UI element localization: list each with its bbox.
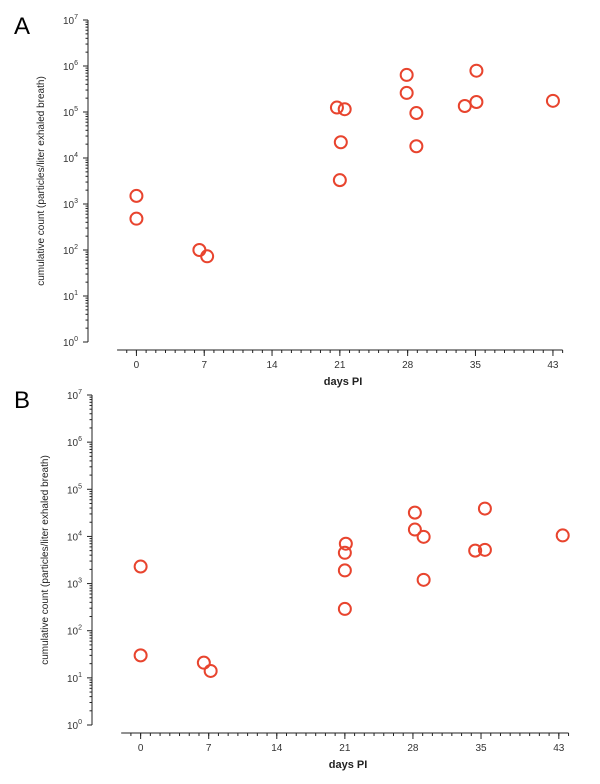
panel-b-x-tick-label: 28: [407, 743, 419, 754]
panel-a-data-point: [399, 67, 414, 82]
panel-b-x-axis-title: days PI: [329, 759, 368, 771]
panel-a-data-point: [409, 139, 424, 154]
panel-b-data-point: [468, 543, 483, 558]
panel-a-x-axis-title: days PI: [324, 376, 363, 388]
panel-a-y-tick-label: 101: [63, 290, 78, 303]
chart-panel-b: 100 101 102 103 104 105 106 107 0 7 14 21 28 35 43 days…: [40, 389, 570, 771]
panel-a-data-point: [129, 211, 144, 226]
panel-b-y-tick-label: 102: [67, 625, 82, 638]
panel-b-data-point: [407, 505, 422, 520]
panel-a-y-tick-label: 102: [63, 244, 78, 257]
panel-b-data-point: [133, 559, 148, 574]
panel-a-y-tick-label: 103: [63, 198, 78, 211]
panel-b-x-tick-label: 14: [271, 743, 283, 754]
panel-b-y-axis-title: cumulative count (particles/liter exhale…: [40, 455, 51, 665]
panel-a-data-point: [409, 106, 424, 121]
panel-b-data-point: [477, 501, 492, 516]
panel-a-data-point: [333, 135, 348, 150]
panel-a-data-point: [337, 102, 352, 117]
panel-b-data-point: [416, 572, 431, 587]
panel-a-x-tick-label: 43: [547, 360, 559, 371]
panel-a-x-tick-label: 35: [470, 360, 482, 371]
panel-b-data-point: [416, 529, 431, 544]
panel-b-data-point: [338, 536, 353, 551]
panel-b-y-tick-label: 100: [67, 719, 82, 732]
panel-b-x-tick-label: 7: [206, 743, 212, 754]
panel-a-data-point: [399, 85, 414, 100]
panel-a-data-point: [332, 173, 347, 188]
panel-b-data-point: [133, 648, 148, 663]
panel-a-data-point: [129, 188, 144, 203]
panel-a-x-tick-label: 21: [334, 360, 346, 371]
panel-a-data-point: [329, 100, 344, 115]
panel-a-data-point: [192, 243, 207, 257]
panel-b-data-point: [337, 601, 352, 616]
panel-b-data-point: [407, 522, 422, 537]
panel-a-x-tick-label: 28: [402, 360, 414, 371]
panel-a-data-point: [457, 99, 472, 114]
panel-b-data-point: [337, 545, 352, 560]
panel-a-data-point: [545, 93, 560, 108]
panel-a-y-tick-label: 106: [63, 60, 78, 73]
panel-b-data-point: [555, 528, 570, 543]
panel-a-data-point: [469, 63, 484, 78]
panel-b-data-point: [196, 655, 211, 670]
panel-a-y-tick-label: 104: [63, 152, 78, 165]
panel-a-data-point: [469, 94, 484, 109]
panel-b-y-tick-label: 101: [67, 672, 82, 685]
panel-b-x-tick-label: 0: [138, 743, 144, 754]
panel-a-x-tick-label: 7: [201, 360, 207, 371]
panel-b-letter: B: [14, 387, 30, 414]
panel-a-letter: A: [14, 13, 30, 40]
panel-b-y-tick-label: 104: [67, 530, 82, 543]
panel-b-data-point: [477, 542, 492, 557]
panel-b-x-tick-label: 35: [475, 743, 487, 754]
panel-a-y-axis-title: cumulative count (particles/liter exhale…: [36, 76, 47, 286]
panel-b-y-tick-label: 106: [67, 436, 82, 449]
panel-a-y-tick-label: 107: [63, 14, 78, 27]
panel-b-data-point: [337, 563, 352, 578]
panel-a-y-tick-label: 105: [63, 106, 78, 119]
panel-a-data-point: [200, 249, 215, 264]
panel-a-x-tick-label: 0: [134, 360, 140, 371]
panel-a-y-tick-label: 100: [63, 336, 78, 349]
panel-a-x-tick-label: 14: [266, 360, 278, 371]
panel-b-x-tick-label: 43: [553, 743, 565, 754]
panel-b-y-tick-label: 103: [67, 578, 82, 591]
panel-b-data-point: [203, 663, 218, 678]
panel-b-x-tick-label: 21: [339, 743, 351, 754]
chart-panel-a: 100 101 102 103 104 105 106 107 0 7 14 21 28 35 43 days…: [36, 14, 564, 388]
panel-b-y-tick-label: 107: [67, 389, 82, 402]
panel-b-y-tick-label: 105: [67, 483, 82, 496]
